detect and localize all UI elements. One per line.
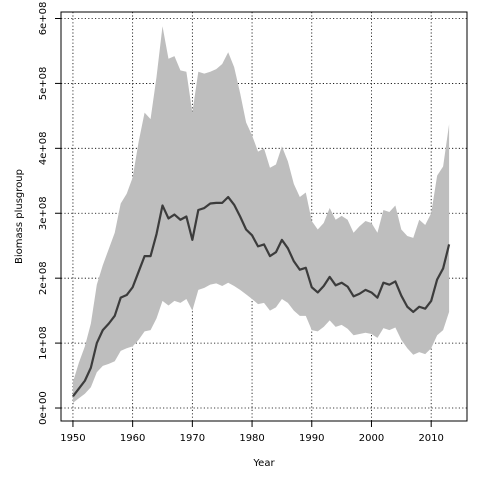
x-tick-label: 2000 <box>359 433 384 444</box>
x-axis-title: Year <box>252 458 275 469</box>
y-axis: 0e+00 1e+08 2e+08 3e+08 4e+08 5e+08 6e+08 <box>38 2 61 425</box>
x-tick-label: 1980 <box>239 433 264 444</box>
x-tick-label: 1990 <box>299 433 324 444</box>
y-tick-label: 2e+08 <box>38 261 49 295</box>
series-line-0 <box>72 195 451 397</box>
y-tick-label: 6e+08 <box>38 2 49 36</box>
y-tick-label: 5e+08 <box>38 67 49 101</box>
y-tick-label: 0e+00 <box>38 391 49 425</box>
y-tick-label: 1e+08 <box>38 326 49 360</box>
x-tick-label: 2010 <box>418 433 443 444</box>
x-tick-label: 1960 <box>120 433 145 444</box>
confidence-band <box>72 26 450 403</box>
y-tick-label: 4e+08 <box>38 132 49 166</box>
y-tick-label: 3e+08 <box>38 196 49 230</box>
plot-frame <box>60 11 468 422</box>
x-tick-label: 1950 <box>60 433 85 444</box>
x-tick-label: 1970 <box>180 433 205 444</box>
confidence-band-layer <box>72 26 450 403</box>
series-line-layer <box>72 195 451 397</box>
y-axis-title: Biomass plusgroup <box>14 169 25 264</box>
x-axis: 1950 1960 1970 1980 1990 2000 2010 <box>60 421 444 444</box>
